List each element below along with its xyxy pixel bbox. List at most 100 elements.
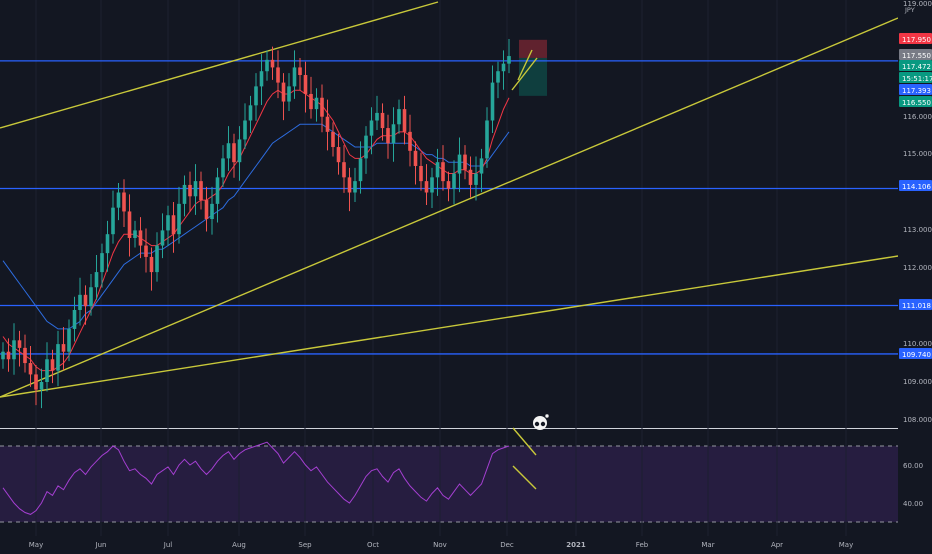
price-tick-label: 110.000 (903, 340, 932, 348)
candle (364, 126, 368, 174)
price-tag-label: 111.018 (902, 302, 931, 310)
candle-body (177, 203, 181, 235)
candle-body (61, 344, 66, 352)
candle-body (122, 192, 126, 212)
candle-body (100, 253, 104, 273)
candle (177, 186, 181, 244)
candle (78, 277, 82, 326)
candle-body (12, 340, 16, 360)
time-tick-label: Aug (232, 541, 246, 549)
candle (485, 107, 489, 168)
candle (380, 103, 385, 141)
candle-body (347, 177, 352, 193)
candle-body (463, 154, 467, 170)
candle (507, 39, 511, 74)
price-tick-label: 113.000 (903, 226, 932, 234)
candle-body (127, 211, 132, 238)
candle (430, 167, 434, 209)
price-tick-label: 112.000 (903, 264, 932, 272)
candle (496, 61, 500, 99)
candle-body (72, 309, 77, 329)
position-stop-zone[interactable] (519, 39, 547, 58)
candle-body (342, 162, 346, 178)
price-tag (899, 180, 932, 191)
candle-body (402, 109, 407, 132)
candle-body (413, 150, 418, 166)
candle (50, 349, 55, 384)
candle-body (116, 192, 121, 208)
candle-body (210, 203, 214, 220)
candle (215, 167, 220, 223)
candle (45, 342, 49, 392)
currency-label: JPY (904, 6, 915, 14)
trend-line[interactable] (517, 49, 533, 81)
price-tick-label: 119.000 (903, 0, 932, 8)
candle (276, 50, 280, 99)
candle (6, 338, 11, 372)
candle (61, 327, 66, 371)
candle-body (50, 359, 55, 371)
candle-body (424, 181, 429, 193)
candle (424, 164, 429, 206)
price-tag (899, 299, 932, 310)
trend-line[interactable] (0, 255, 899, 398)
candle (111, 190, 115, 244)
candle-body (369, 120, 374, 136)
candle (83, 285, 88, 325)
candle (309, 76, 313, 119)
trend-line[interactable] (0, 17, 899, 398)
candle-body (188, 184, 192, 197)
candle-body (138, 230, 143, 246)
candle (408, 114, 412, 167)
position-target-zone[interactable] (519, 57, 547, 96)
candle (89, 273, 93, 316)
candle-body (78, 294, 82, 310)
candle-body (34, 374, 38, 390)
indicator-icon[interactable] (533, 416, 547, 430)
candle-body (160, 230, 165, 246)
candle-body (501, 63, 506, 72)
candle-body (45, 359, 49, 382)
candle-body (243, 120, 247, 140)
candle-body (56, 344, 60, 371)
candle-body (1, 351, 5, 360)
candle-body (39, 382, 44, 390)
candle-body (265, 59, 269, 72)
price-tag (899, 72, 932, 83)
price-tag-label: 117.550 (902, 52, 931, 60)
trend-line[interactable] (511, 57, 538, 91)
candle-body (314, 97, 319, 110)
rsi-line (2, 441, 510, 515)
candle (320, 84, 324, 133)
trend-line[interactable] (0, 1, 439, 129)
candle-body (309, 93, 313, 110)
candle-body (6, 351, 11, 360)
rsi-trend-line[interactable] (512, 427, 537, 456)
candle-body (408, 131, 412, 151)
candle (116, 183, 121, 221)
price-tag-label: 117.393 (902, 87, 931, 95)
candle-body (199, 181, 203, 201)
candle-body (331, 131, 335, 148)
candle (149, 247, 154, 291)
time-axis[interactable] (0, 536, 932, 550)
price-tag-label: 116.550 (902, 99, 931, 107)
candle (28, 345, 33, 387)
candle-body (507, 56, 511, 64)
candle (287, 73, 291, 112)
time-tick-label: Nov (433, 541, 447, 549)
candle (12, 323, 16, 375)
candle (402, 95, 407, 145)
candle-body (166, 215, 170, 231)
candle (397, 99, 401, 134)
candle (314, 88, 319, 122)
rsi-trend-line[interactable] (512, 465, 537, 490)
candle-body (182, 184, 187, 204)
candle-body (259, 71, 264, 87)
candle-body (221, 158, 225, 178)
candle (369, 107, 374, 155)
candle (474, 156, 478, 201)
time-tick-label: Dec (500, 541, 514, 549)
